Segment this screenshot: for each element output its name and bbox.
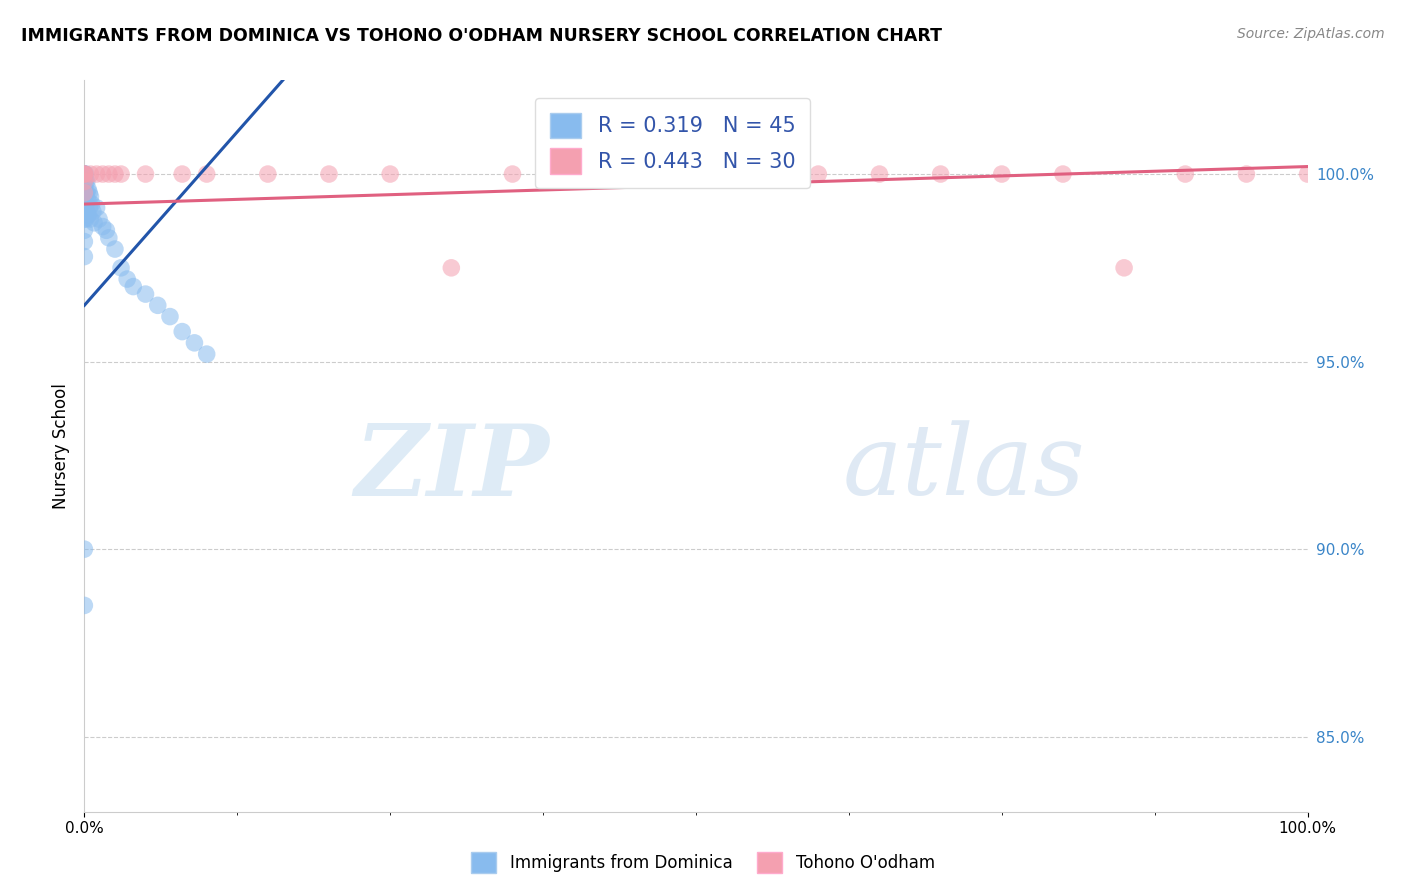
Point bbox=[257, 167, 280, 181]
Point bbox=[502, 167, 524, 181]
Point bbox=[91, 219, 114, 234]
Point bbox=[122, 279, 145, 293]
Point bbox=[115, 272, 138, 286]
Point bbox=[87, 212, 110, 227]
Point bbox=[135, 167, 157, 181]
Point bbox=[73, 186, 96, 200]
Point bbox=[75, 212, 97, 227]
Point bbox=[77, 182, 100, 196]
Point bbox=[86, 167, 108, 181]
Point bbox=[75, 186, 97, 200]
Legend: Immigrants from Dominica, Tohono O'odham: Immigrants from Dominica, Tohono O'odham bbox=[464, 846, 942, 880]
Point bbox=[195, 347, 218, 361]
Point bbox=[73, 167, 96, 181]
Text: ZIP: ZIP bbox=[354, 420, 550, 516]
Point bbox=[1114, 260, 1136, 275]
Point bbox=[77, 194, 100, 208]
Point bbox=[1236, 167, 1258, 181]
Point bbox=[77, 208, 100, 222]
Point bbox=[73, 167, 96, 181]
Point bbox=[807, 167, 830, 181]
Point bbox=[73, 167, 96, 181]
Y-axis label: Nursery School: Nursery School bbox=[52, 383, 70, 509]
Point bbox=[440, 260, 463, 275]
Point bbox=[97, 167, 120, 181]
Point bbox=[76, 204, 98, 219]
Text: atlas: atlas bbox=[842, 420, 1085, 516]
Point bbox=[104, 242, 127, 256]
Point bbox=[73, 250, 96, 264]
Point bbox=[75, 197, 97, 211]
Point bbox=[869, 167, 891, 181]
Point bbox=[929, 167, 952, 181]
Point bbox=[562, 167, 585, 181]
Point bbox=[75, 175, 97, 189]
Legend: R = 0.319   N = 45, R = 0.443   N = 30: R = 0.319 N = 45, R = 0.443 N = 30 bbox=[536, 98, 810, 188]
Point bbox=[97, 231, 120, 245]
Point bbox=[73, 212, 96, 227]
Point bbox=[991, 167, 1014, 181]
Point bbox=[1296, 167, 1319, 181]
Point bbox=[91, 167, 114, 181]
Point bbox=[79, 212, 101, 227]
Point bbox=[73, 599, 96, 613]
Point bbox=[685, 167, 707, 181]
Point bbox=[73, 167, 96, 181]
Point bbox=[73, 175, 96, 189]
Point bbox=[96, 223, 118, 237]
Point bbox=[146, 298, 169, 312]
Point bbox=[110, 167, 132, 181]
Point bbox=[135, 287, 157, 301]
Point bbox=[83, 216, 105, 230]
Point bbox=[73, 167, 96, 181]
Point bbox=[75, 167, 97, 181]
Point bbox=[76, 186, 98, 200]
Text: IMMIGRANTS FROM DOMINICA VS TOHONO O'ODHAM NURSERY SCHOOL CORRELATION CHART: IMMIGRANTS FROM DOMINICA VS TOHONO O'ODH… bbox=[21, 27, 942, 45]
Point bbox=[172, 167, 194, 181]
Point bbox=[76, 175, 98, 189]
Point bbox=[79, 167, 101, 181]
Point bbox=[159, 310, 181, 324]
Point bbox=[73, 167, 96, 181]
Point bbox=[195, 167, 218, 181]
Point bbox=[110, 260, 132, 275]
Point bbox=[104, 167, 127, 181]
Point bbox=[73, 235, 96, 249]
Point bbox=[183, 335, 205, 350]
Point bbox=[73, 175, 96, 189]
Point bbox=[79, 189, 101, 203]
Point bbox=[172, 325, 194, 339]
Point bbox=[73, 223, 96, 237]
Point bbox=[73, 542, 96, 557]
Point bbox=[318, 167, 340, 181]
Point bbox=[77, 186, 100, 200]
Point bbox=[380, 167, 402, 181]
Point bbox=[77, 201, 100, 215]
Point bbox=[80, 197, 103, 211]
Point bbox=[82, 204, 104, 219]
Point bbox=[86, 201, 108, 215]
Point bbox=[1174, 167, 1197, 181]
Point bbox=[73, 186, 96, 200]
Point bbox=[1052, 167, 1074, 181]
Point bbox=[73, 197, 96, 211]
Text: Source: ZipAtlas.com: Source: ZipAtlas.com bbox=[1237, 27, 1385, 41]
